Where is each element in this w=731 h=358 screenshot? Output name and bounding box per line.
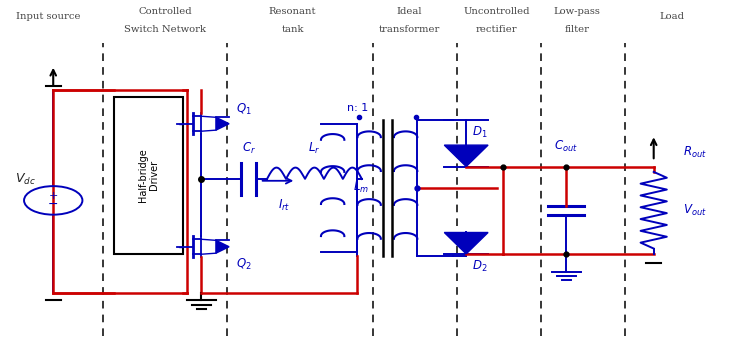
Text: Half-bridge
Driver: Half-bridge Driver (137, 149, 159, 202)
Text: Switch Network: Switch Network (124, 25, 206, 34)
Text: n: 1: n: 1 (346, 103, 368, 113)
Polygon shape (444, 145, 488, 166)
Polygon shape (216, 240, 229, 253)
Text: $L_r$: $L_r$ (308, 141, 321, 156)
Text: transformer: transformer (379, 25, 440, 34)
Text: +: + (48, 191, 58, 201)
Text: $L_m$: $L_m$ (353, 180, 369, 195)
Text: $D_2$: $D_2$ (472, 259, 488, 274)
Polygon shape (216, 117, 229, 130)
Text: $I_{rt}$: $I_{rt}$ (278, 198, 290, 213)
Text: filter: filter (564, 25, 590, 34)
Text: rectifier: rectifier (476, 25, 518, 34)
Text: $R_{out}$: $R_{out}$ (683, 145, 707, 160)
Text: $C_{out}$: $C_{out}$ (554, 139, 578, 154)
Text: Load: Load (659, 12, 684, 21)
Text: $Q_2$: $Q_2$ (236, 257, 252, 272)
Text: Input source: Input source (16, 12, 80, 21)
Text: $V_{out}$: $V_{out}$ (683, 203, 707, 218)
Text: $D_1$: $D_1$ (472, 125, 488, 140)
Text: $Q_1$: $Q_1$ (236, 102, 252, 117)
Text: tank: tank (281, 25, 304, 34)
FancyBboxPatch shape (114, 97, 183, 254)
Text: Ideal: Ideal (396, 7, 422, 16)
Polygon shape (444, 232, 488, 254)
Text: Uncontrolled: Uncontrolled (463, 7, 530, 16)
Text: Controlled: Controlled (138, 7, 192, 16)
Text: Low-pass: Low-pass (553, 7, 601, 16)
Text: Resonant: Resonant (269, 7, 317, 16)
Text: $C_r$: $C_r$ (242, 141, 256, 156)
Text: −: − (48, 198, 58, 211)
Text: $V_{dc}$: $V_{dc}$ (15, 171, 36, 187)
